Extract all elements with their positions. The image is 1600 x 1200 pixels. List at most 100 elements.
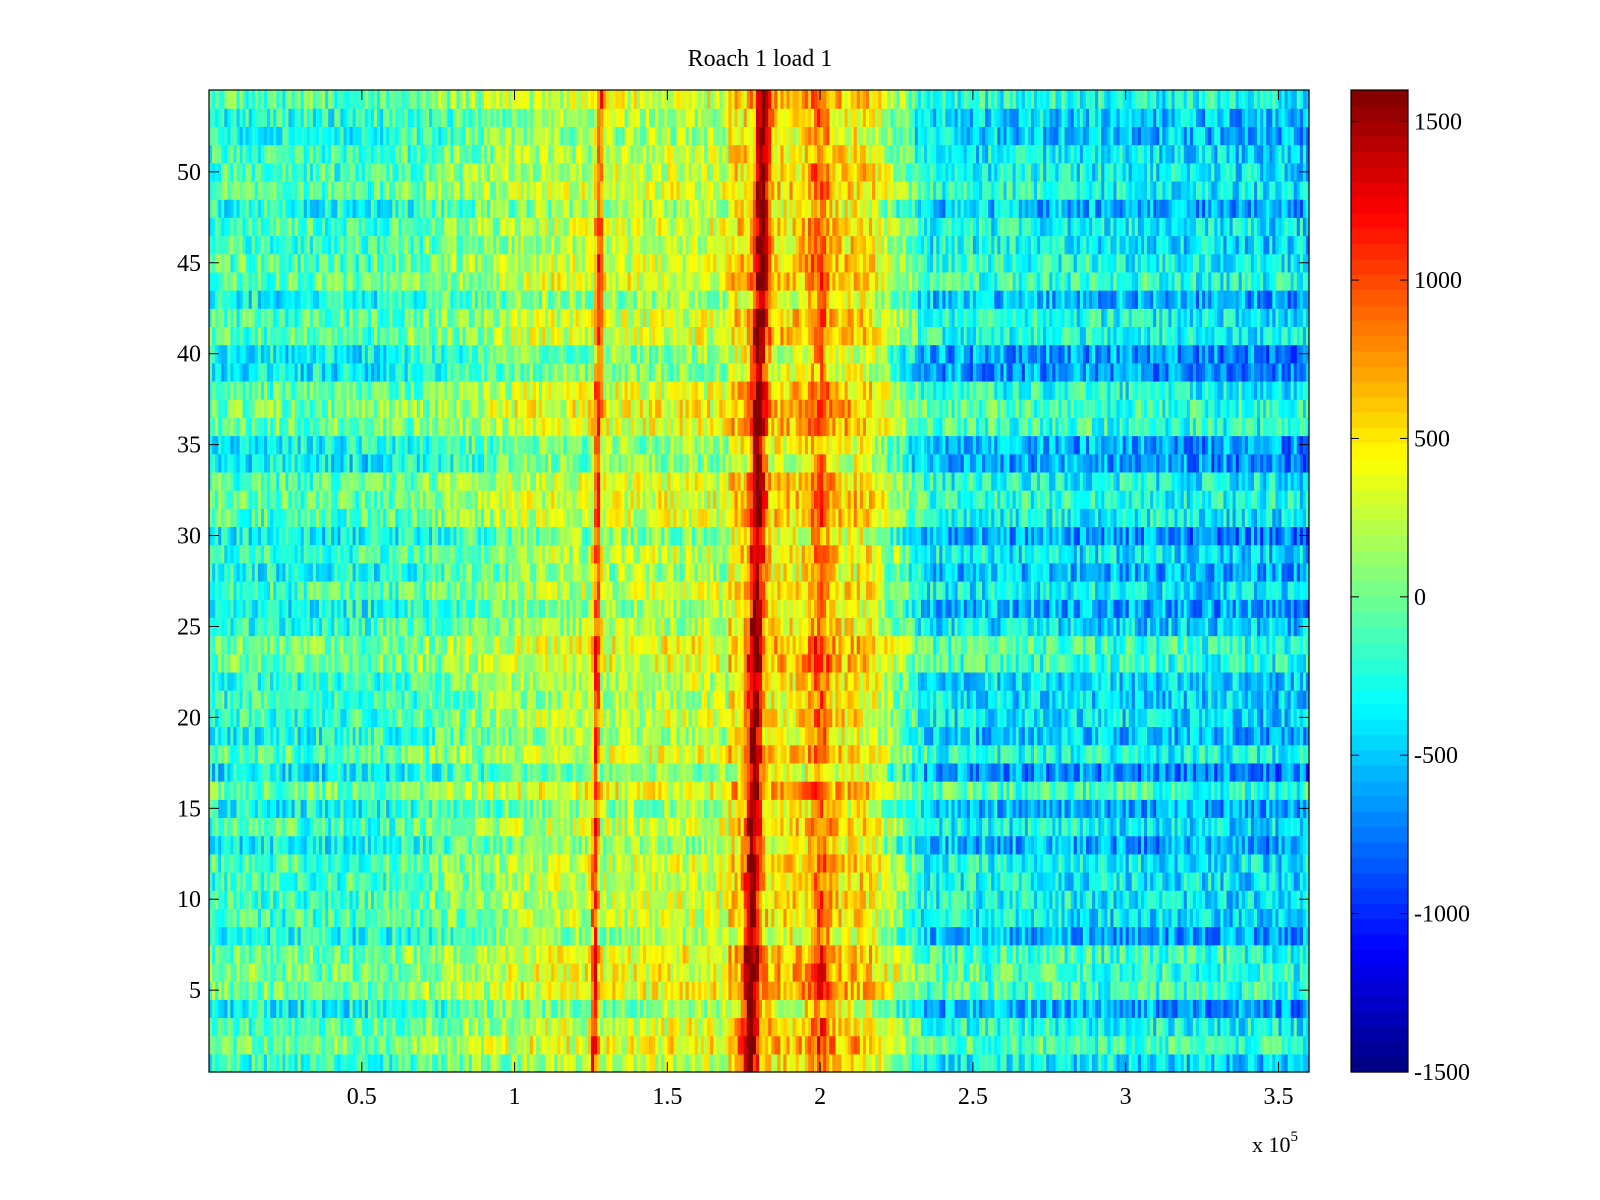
- heatmap-cell: [1006, 1035, 1011, 1055]
- heatmap-cell: [1089, 890, 1093, 909]
- heatmap-cell: [233, 999, 238, 1019]
- heatmap-cell: [817, 835, 821, 855]
- heatmap-cell: [432, 999, 436, 1019]
- heatmap-cell: [801, 1017, 806, 1037]
- heatmap-cell: [612, 999, 616, 1019]
- heatmap-cell: [664, 1035, 668, 1055]
- heatmap-cell: [936, 981, 940, 1000]
- heatmap-cell: [291, 908, 296, 928]
- heatmap-cell: [294, 962, 299, 982]
- heatmap-cell: [908, 908, 913, 928]
- heatmap-cell: [221, 981, 225, 1000]
- heatmap-cell: [1137, 944, 1142, 964]
- heatmap-cell: [939, 962, 943, 982]
- heatmap-cell: [346, 962, 351, 982]
- heatmap-cell: [1147, 926, 1151, 946]
- heatmap-cell: [523, 981, 528, 1000]
- heatmap-cell: [306, 962, 311, 982]
- heatmap-cell: [893, 962, 898, 982]
- heatmap-cell: [480, 835, 485, 855]
- heatmap-cell: [462, 908, 467, 928]
- heatmap-cell: [826, 999, 830, 1019]
- heatmap-cell: [300, 908, 305, 928]
- heatmap-cell: [306, 1035, 311, 1055]
- heatmap-cell: [951, 962, 956, 982]
- heatmap-cell: [1055, 890, 1060, 909]
- heatmap-cell: [1296, 835, 1301, 855]
- heatmap-cell: [453, 1017, 458, 1037]
- heatmap-cell: [1211, 1035, 1215, 1055]
- heatmap-cell: [765, 890, 769, 909]
- heatmap-cell: [416, 890, 421, 909]
- heatmap-cell: [233, 853, 238, 873]
- heatmap-cell: [1287, 981, 1292, 1000]
- heatmap-cell: [386, 835, 390, 855]
- heatmap-cell: [542, 999, 546, 1019]
- heatmap-cell: [1177, 1053, 1182, 1073]
- heatmap-cell: [694, 835, 699, 855]
- heatmap-cell: [456, 981, 461, 1000]
- heatmap-cell: [508, 908, 513, 928]
- heatmap-cell: [242, 1053, 247, 1073]
- heatmap-cell: [312, 853, 317, 873]
- heatmap-cell: [377, 1053, 381, 1073]
- heatmap-cell: [1205, 1017, 1209, 1037]
- heatmap-cell: [1079, 853, 1084, 873]
- heatmap-cell: [624, 944, 629, 964]
- heatmap-cell: [447, 1017, 451, 1037]
- heatmap-cell: [459, 1017, 464, 1037]
- heatmap-cell: [801, 1053, 806, 1073]
- heatmap-cell: [780, 1035, 785, 1055]
- heatmap-cell: [450, 853, 455, 873]
- heatmap-cell: [1232, 890, 1237, 909]
- heatmap-cell: [917, 962, 922, 982]
- heatmap-cell: [594, 1053, 598, 1073]
- heatmap-cell: [493, 871, 497, 891]
- heatmap-cell: [254, 962, 259, 982]
- heatmap-cell: [673, 1035, 678, 1055]
- heatmap-cell: [484, 1053, 488, 1073]
- heatmap-cell: [429, 1017, 433, 1037]
- heatmap-cell: [865, 908, 870, 928]
- heatmap-cell: [462, 1053, 467, 1073]
- heatmap-cell: [254, 853, 259, 873]
- heatmap-cell: [636, 1017, 641, 1037]
- heatmap-cell: [810, 944, 815, 964]
- heatmap-cell: [312, 871, 317, 891]
- heatmap-cell: [416, 962, 421, 982]
- heatmap-cell: [398, 926, 403, 946]
- heatmap-cell: [1070, 1053, 1075, 1073]
- heatmap-cell: [560, 835, 565, 855]
- heatmap-cell: [1024, 1017, 1029, 1037]
- heatmap-cell: [1073, 1053, 1078, 1073]
- heatmap-cell: [798, 871, 803, 891]
- heatmap-cell: [982, 1017, 986, 1037]
- heatmap-cell: [731, 1053, 736, 1073]
- heatmap-cell: [728, 962, 733, 982]
- heatmap-cell: [209, 835, 213, 855]
- heatmap-cell: [725, 1035, 730, 1055]
- heatmap-cell: [288, 835, 293, 855]
- heatmap-cell: [477, 999, 482, 1019]
- heatmap-cell: [1009, 871, 1014, 891]
- heatmap-cell: [1202, 944, 1206, 964]
- heatmap-cell: [954, 962, 959, 982]
- heatmap-cell: [707, 908, 711, 928]
- heatmap-cell: [377, 890, 381, 909]
- heatmap-cell: [1021, 962, 1026, 982]
- heatmap-cell: [1027, 835, 1032, 855]
- heatmap-cell: [480, 962, 485, 982]
- heatmap-cell: [1061, 1053, 1066, 1073]
- heatmap-cell: [688, 817, 693, 837]
- heatmap-cell: [545, 1053, 549, 1073]
- heatmap-cell: [389, 962, 393, 982]
- heatmap-cell: [505, 1017, 510, 1037]
- heatmap-cell: [535, 890, 540, 909]
- heatmap-cell: [927, 835, 931, 855]
- heatmap-cell: [1113, 835, 1118, 855]
- heatmap-cell: [624, 1053, 629, 1073]
- heatmap-cell: [1134, 926, 1139, 946]
- heatmap-cell: [410, 1053, 415, 1073]
- heatmap-cell: [465, 1017, 470, 1037]
- heatmap-cell: [560, 871, 565, 891]
